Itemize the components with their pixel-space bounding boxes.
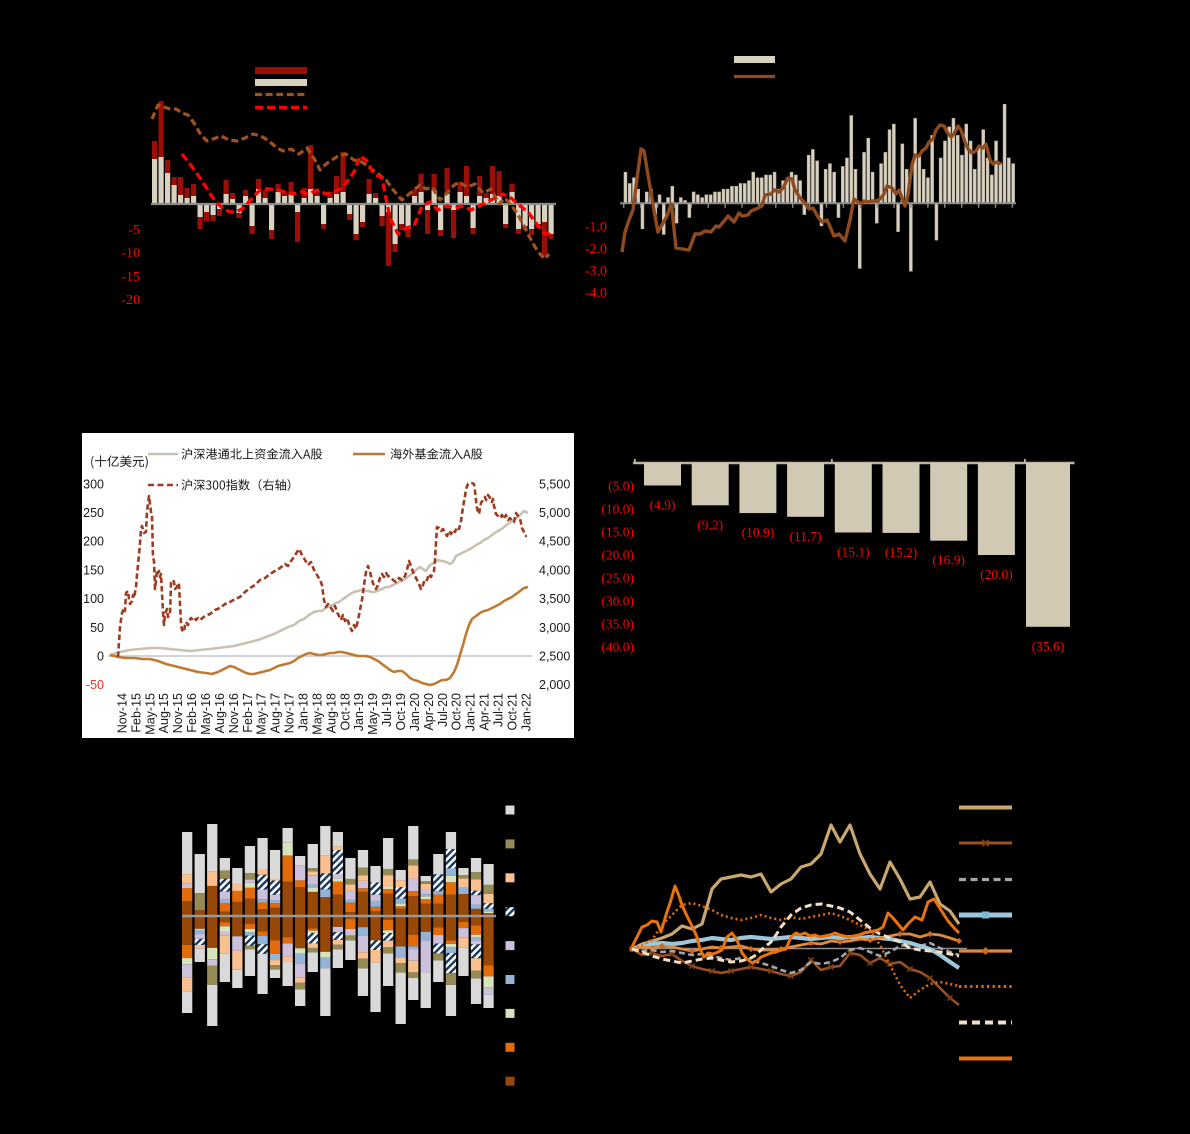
svg-text:Jan-18: Jan-18 — [297, 693, 311, 731]
svg-text:Jan-19: Jan-19 — [352, 693, 366, 731]
svg-text:Aug-15: Aug-15 — [157, 693, 171, 733]
svg-text:May-19: May-19 — [366, 693, 380, 735]
svg-text:(25.0): (25.0) — [601, 571, 634, 586]
svg-text:Oct-19: Oct-19 — [394, 693, 408, 731]
svg-text:(30.0): (30.0) — [601, 594, 634, 609]
svg-text:2,000: 2,000 — [539, 678, 570, 692]
svg-text:-50: -50 — [86, 678, 104, 692]
svg-text:Oct-20: Oct-20 — [450, 693, 464, 731]
svg-text:3,500: 3,500 — [539, 592, 570, 606]
svg-text:5,500: 5,500 — [539, 477, 570, 491]
svg-text:(15.1): (15.1) — [837, 545, 870, 560]
svg-text:-2.0: -2.0 — [585, 242, 607, 257]
svg-text:(5.0): (5.0) — [608, 479, 634, 494]
svg-text:4,500: 4,500 — [539, 535, 570, 549]
svg-text:(4.9): (4.9) — [650, 498, 676, 513]
svg-text:200: 200 — [83, 535, 104, 549]
svg-text:Feb-17: Feb-17 — [241, 693, 255, 733]
svg-text:Nov-16: Nov-16 — [227, 693, 241, 733]
svg-text:Jul-19: Jul-19 — [380, 693, 394, 727]
svg-text:May-15: May-15 — [143, 693, 157, 735]
svg-text:5,000: 5,000 — [539, 506, 570, 520]
svg-text:-20: -20 — [121, 293, 140, 308]
svg-text:May-16: May-16 — [199, 693, 213, 735]
svg-text:Nov-14: Nov-14 — [115, 693, 129, 733]
svg-text:Apr-20: Apr-20 — [422, 693, 436, 731]
svg-text:Aug-17: Aug-17 — [269, 693, 283, 733]
svg-text:-15: -15 — [121, 270, 140, 285]
svg-text:2,500: 2,500 — [539, 650, 570, 664]
svg-text:Jan-20: Jan-20 — [408, 693, 422, 731]
svg-text:-4.0: -4.0 — [585, 286, 607, 301]
svg-text:-5: -5 — [128, 223, 140, 238]
svg-text:Nov-15: Nov-15 — [171, 693, 185, 733]
svg-text:Oct-21: Oct-21 — [505, 693, 519, 731]
svg-text:(15.0): (15.0) — [601, 525, 634, 540]
svg-text:Jul-20: Jul-20 — [436, 693, 450, 727]
svg-text:100: 100 — [83, 592, 104, 606]
svg-text:4,000: 4,000 — [539, 563, 570, 577]
svg-text:Aug-16: Aug-16 — [213, 693, 227, 733]
svg-text:Aug-18: Aug-18 — [324, 693, 338, 733]
svg-text:150: 150 — [83, 563, 104, 577]
svg-text:-10: -10 — [121, 246, 140, 261]
svg-text:-3.0: -3.0 — [585, 264, 607, 279]
svg-text:Jul-21: Jul-21 — [492, 693, 506, 727]
svg-text:50: 50 — [90, 621, 104, 635]
svg-text:(20.0): (20.0) — [601, 548, 634, 563]
svg-text:Feb-16: Feb-16 — [185, 693, 199, 733]
svg-text:Jan-22: Jan-22 — [519, 693, 533, 731]
svg-text:(11.7): (11.7) — [790, 529, 822, 544]
svg-text:-1.0: -1.0 — [585, 220, 607, 235]
svg-text:Oct-18: Oct-18 — [338, 693, 352, 731]
svg-text:Apr-21: Apr-21 — [478, 693, 492, 731]
svg-text:250: 250 — [83, 506, 104, 520]
svg-text:(16.9): (16.9) — [932, 553, 965, 568]
svg-text:Nov-17: Nov-17 — [283, 693, 297, 733]
svg-text:0: 0 — [97, 650, 104, 664]
svg-text:(15.2): (15.2) — [885, 545, 918, 560]
svg-text:(10.0): (10.0) — [601, 502, 634, 517]
svg-text:Jan-21: Jan-21 — [464, 693, 478, 731]
svg-text:May-18: May-18 — [310, 693, 324, 735]
svg-text:(35.6): (35.6) — [1032, 639, 1065, 654]
svg-text:Feb-15: Feb-15 — [129, 693, 143, 733]
svg-text:(40.0): (40.0) — [601, 640, 634, 655]
svg-text:(10.9): (10.9) — [742, 525, 775, 540]
svg-text:(20.0): (20.0) — [980, 567, 1013, 582]
svg-text:(9.2): (9.2) — [697, 517, 723, 532]
svg-text:300: 300 — [83, 477, 104, 491]
svg-text:(35.0): (35.0) — [601, 617, 634, 632]
svg-text:May-17: May-17 — [255, 693, 269, 735]
svg-text:3,000: 3,000 — [539, 621, 570, 635]
